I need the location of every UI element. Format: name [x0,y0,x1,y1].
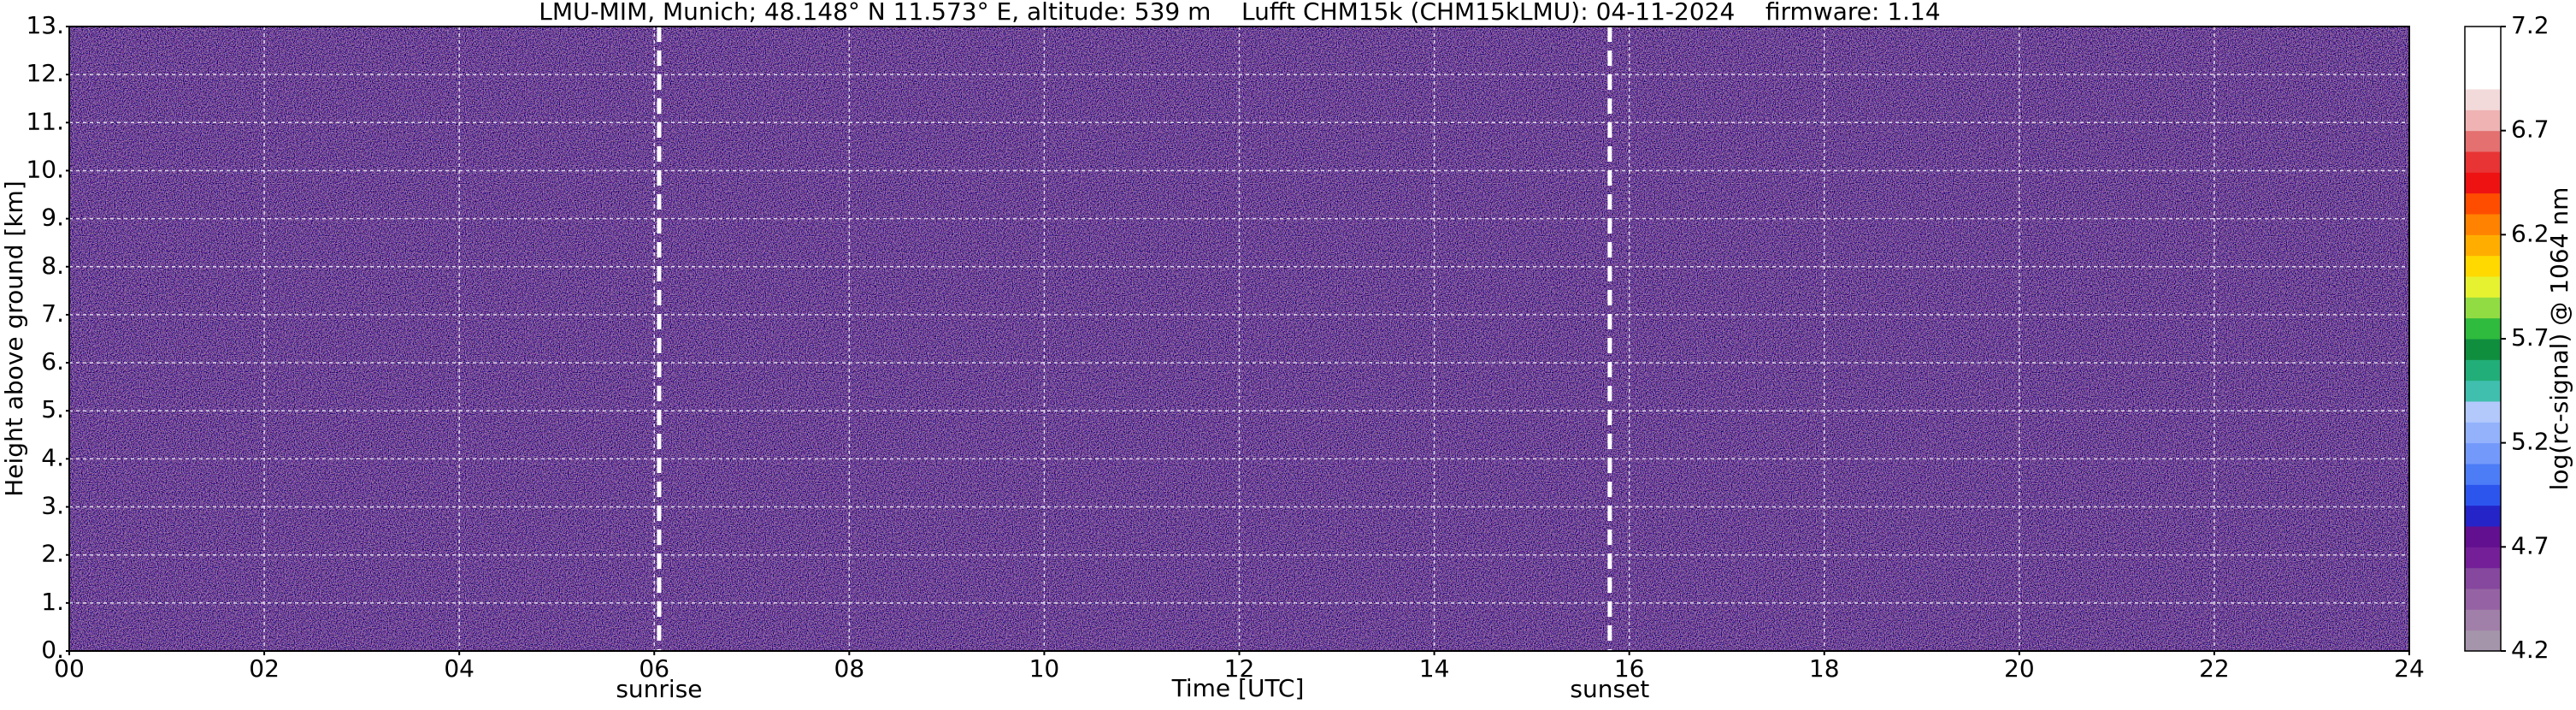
signal-texture [69,27,2409,651]
y-tick-label: 6. [41,347,64,376]
chart-title: LMU-MIM, Munich; 48.148° N 11.573° E, al… [539,0,1940,26]
colorbar-segment [2465,422,2501,444]
colorbar-segment [2465,172,2501,194]
y-tick-label: 11. [26,107,64,135]
colorbar-tick-label: 4.2 [2511,636,2549,664]
colorbar-segment [2465,401,2501,423]
colorbar-tick-label: 5.2 [2511,428,2549,456]
colorbar-segment [2465,359,2501,382]
colorbar-segment [2465,609,2501,631]
colorbar-segment [2465,589,2501,610]
colorbar-segment [2465,297,2501,319]
y-tick-label: 4. [41,443,64,471]
colorbar-segment [2465,68,2501,90]
colorbar-segment [2465,547,2501,569]
event-label: sunset [1570,675,1649,703]
colorbar-tick-label: 6.7 [2511,115,2549,144]
x-tick-label: 08 [834,654,865,683]
y-tick-label: 8. [41,251,64,280]
y-axis-label: Height above ground [km] [0,180,28,497]
colorbar-segment [2465,505,2501,527]
colorbar-segment [2465,130,2501,152]
x-tick-label: 04 [444,654,475,683]
y-tick-label: 13. [26,11,64,39]
event-label: sunrise [616,675,702,703]
y-tick-label: 5. [41,395,64,423]
x-tick-label: 24 [2394,654,2425,683]
y-tick-label: 1. [41,588,64,616]
x-tick-label: 16 [1614,654,1645,683]
x-tick-label: 02 [249,654,280,683]
plot-area [69,27,2409,651]
colorbar-segment [2465,567,2501,589]
colorbar-segment [2465,630,2501,652]
colorbar-segment [2465,214,2501,235]
y-tick-label: 7. [41,299,64,328]
y-tick-label: 10. [26,155,64,183]
y-tick-label: 0. [41,636,64,664]
colorbar-segment [2465,151,2501,173]
colorbar-tick-label: 5.7 [2511,323,2549,352]
colorbar-segment [2465,192,2501,215]
colorbar-tick-label: 6.2 [2511,219,2549,247]
colorbar-segment [2465,380,2501,402]
x-tick-label: 18 [1809,654,1840,683]
y-tick-label: 2. [41,540,64,568]
colorbar-label: log(rc-signal) @ 1064 nm [2545,187,2573,491]
colorbar-segment [2465,234,2501,257]
colorbar-segment [2465,526,2501,547]
colorbar-tick-label: 4.7 [2511,531,2549,559]
colorbar-segment [2465,276,2501,298]
colorbar-segment [2465,442,2501,464]
x-tick-label: 14 [1419,654,1450,683]
x-tick-label: 00 [54,654,85,683]
x-tick-label: 10 [1029,654,1060,683]
x-tick-label: 22 [2199,654,2230,683]
x-tick-label: 06 [639,654,669,683]
colorbar-segment [2465,464,2501,485]
colorbar-segment [2465,484,2501,506]
colorbar-segment [2465,255,2501,277]
colorbar-segment [2465,339,2501,360]
y-tick-label: 9. [41,204,64,232]
colorbar-segment [2465,47,2501,69]
colorbar-segment [2465,109,2501,132]
colorbar-segment [2465,27,2501,48]
colorbar-segment [2465,89,2501,110]
plot-frame [68,26,2410,652]
x-tick-label: 20 [2004,654,2035,683]
colorbar-tick-label: 7.2 [2511,11,2549,39]
x-axis-label: Time [UTC] [1171,674,1305,702]
y-tick-label: 3. [41,492,64,520]
y-tick-label: 12. [26,59,64,87]
x-tick-label: 12 [1224,654,1255,683]
colorbar-segment [2465,317,2501,340]
